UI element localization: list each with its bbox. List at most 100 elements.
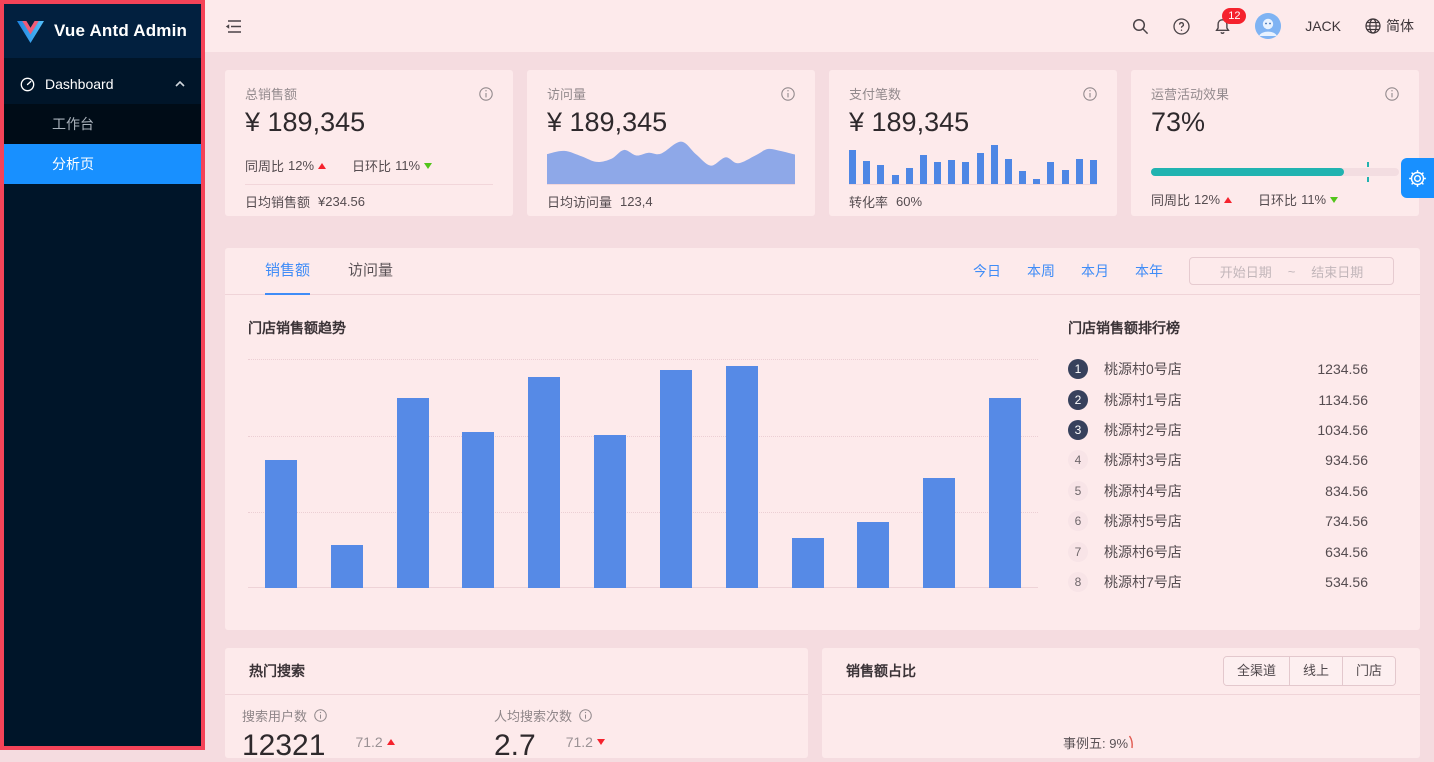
date-end-placeholder: 结束日期 bbox=[1311, 264, 1364, 280]
trend-down-icon bbox=[424, 162, 433, 169]
globe-icon bbox=[1365, 18, 1381, 34]
bar bbox=[264, 459, 297, 588]
username[interactable]: JACK bbox=[1305, 18, 1341, 34]
channel-online-button[interactable]: 线上 bbox=[1288, 657, 1342, 685]
stat-value: 2.7 bbox=[494, 729, 536, 762]
tab-visits[interactable]: 访问量 bbox=[348, 261, 394, 279]
rank-title: 门店销售额排行榜 bbox=[1068, 320, 1180, 336]
filter-today[interactable]: 今日 bbox=[973, 263, 1001, 279]
progress-target-marker bbox=[1366, 162, 1369, 167]
bar bbox=[923, 478, 956, 588]
card-title: 运营活动效果 bbox=[1151, 87, 1230, 102]
rank-row: 7 桃源村6号店 634.56 bbox=[1068, 536, 1368, 566]
channel-store-button[interactable]: 门店 bbox=[1341, 657, 1395, 685]
store-name: 桃源村3号店 bbox=[1104, 452, 1182, 469]
bar bbox=[857, 521, 890, 588]
sales-tabs-bar: 销售额 访问量 今日 本周 本月 本年 开始日期 ~ 结束日期 bbox=[225, 248, 1420, 295]
hot-search-panel: 热门搜索 搜索用户数 12321 71.2 人均搜索次数 bbox=[225, 648, 808, 762]
pie-label-line bbox=[1128, 735, 1133, 749]
mini-bar bbox=[962, 161, 970, 184]
card-footer-label: 转化率 bbox=[849, 195, 889, 210]
sidebar-item-workbench[interactable]: 工作台 bbox=[4, 104, 201, 144]
mini-bar bbox=[934, 161, 942, 184]
language-label: 简体 bbox=[1386, 18, 1414, 34]
date-start-placeholder: 开始日期 bbox=[1219, 264, 1272, 280]
mini-bar bbox=[1075, 158, 1083, 184]
rank-badge: 8 bbox=[1068, 571, 1088, 592]
stat-label: 人均搜索次数 bbox=[494, 709, 573, 724]
search-per-user-stat: 人均搜索次数 2.7 71.2 bbox=[494, 706, 605, 762]
filter-year[interactable]: 本年 bbox=[1135, 263, 1163, 279]
avatar[interactable] bbox=[1255, 13, 1282, 39]
rank-badge: 4 bbox=[1068, 450, 1088, 471]
settings-gear-button[interactable] bbox=[1401, 158, 1434, 198]
card-footer-label: 日均销售额 bbox=[245, 195, 311, 210]
mini-bar bbox=[1061, 170, 1069, 184]
trend-value: 12% bbox=[1194, 192, 1221, 207]
card-footer-label: 日均访问量 bbox=[547, 195, 613, 210]
mini-bar bbox=[1033, 179, 1041, 184]
card-title: 支付笔数 bbox=[849, 87, 902, 102]
rank-row: 5 桃源村4号店 834.56 bbox=[1068, 476, 1368, 506]
info-icon[interactable] bbox=[1385, 86, 1399, 101]
trend-value: 11% bbox=[1301, 192, 1327, 207]
stat-card-campaign: 运营活动效果 73% 同周比 12% 日环比 11% bbox=[1131, 70, 1419, 216]
menu-fold-icon[interactable] bbox=[225, 19, 242, 34]
search-users-stat: 搜索用户数 12321 71.2 bbox=[242, 706, 395, 762]
hot-search-title: 热门搜索 bbox=[249, 663, 305, 679]
trend-value: 11% bbox=[395, 158, 421, 173]
dashboard-submenu: 工作台 分析页 bbox=[4, 104, 201, 184]
mini-bar bbox=[919, 155, 927, 184]
dashboard-icon bbox=[20, 77, 35, 92]
bar bbox=[659, 370, 692, 588]
mini-bar bbox=[976, 152, 984, 184]
store-name: 桃源村2号店 bbox=[1104, 421, 1182, 438]
filter-month[interactable]: 本月 bbox=[1081, 263, 1109, 279]
app-logo[interactable]: Vue Antd Admin bbox=[4, 4, 201, 58]
store-value: 834.56 bbox=[1325, 482, 1368, 499]
sidebar-item-label: 分析页 bbox=[52, 156, 94, 172]
chevron-up-icon bbox=[175, 81, 185, 87]
store-name: 桃源村4号店 bbox=[1104, 482, 1182, 499]
info-icon[interactable] bbox=[781, 86, 795, 101]
date-range-picker[interactable]: 开始日期 ~ 结束日期 bbox=[1189, 257, 1394, 285]
rank-row: 1 桃源村0号店 1234.56 bbox=[1068, 354, 1368, 384]
sidebar: Vue Antd Admin Dashboard 工作台 分析页 bbox=[0, 0, 205, 750]
channel-all-button[interactable]: 全渠道 bbox=[1223, 657, 1289, 685]
help-icon[interactable] bbox=[1173, 17, 1190, 35]
rank-row: 3 桃源村2号店 1034.56 bbox=[1068, 415, 1368, 445]
app-title: Vue Antd Admin bbox=[54, 21, 188, 40]
bar bbox=[330, 544, 363, 588]
card-value: ¥ 189,345 bbox=[245, 107, 366, 137]
notification-bell-icon[interactable]: 12 bbox=[1214, 7, 1247, 35]
gear-icon bbox=[1408, 169, 1427, 188]
store-sales-bar-chart bbox=[248, 359, 1038, 588]
search-icon[interactable] bbox=[1132, 18, 1149, 35]
card-title: 总销售额 bbox=[245, 87, 298, 102]
info-icon[interactable] bbox=[579, 709, 592, 722]
rank-badge: 7 bbox=[1068, 541, 1088, 562]
card-footer-value: 60% bbox=[896, 194, 923, 209]
mini-bar bbox=[1004, 158, 1012, 184]
rank-row: 8 桃源村7号店 534.56 bbox=[1068, 567, 1368, 597]
store-value: 1134.56 bbox=[1318, 391, 1368, 408]
mini-bar bbox=[1047, 161, 1055, 184]
store-value: 1034.56 bbox=[1317, 421, 1368, 438]
tab-sales[interactable]: 销售额 bbox=[265, 248, 311, 295]
info-icon[interactable] bbox=[314, 709, 327, 722]
stat-value: 12321 bbox=[242, 729, 326, 762]
sidebar-item-label: 工作台 bbox=[52, 116, 94, 132]
sidebar-item-analysis[interactable]: 分析页 bbox=[4, 144, 201, 184]
sales-ratio-panel: 销售额占比 全渠道 线上 门店 事例五: 9% bbox=[822, 648, 1420, 758]
date-separator: ~ bbox=[1287, 263, 1296, 279]
language-switch[interactable]: 简体 bbox=[1365, 16, 1414, 36]
info-icon[interactable] bbox=[479, 86, 493, 101]
store-value: 934.56 bbox=[1325, 452, 1368, 469]
sidebar-item-dashboard[interactable]: Dashboard bbox=[4, 64, 201, 104]
info-icon[interactable] bbox=[1083, 86, 1097, 101]
trend-up-icon bbox=[386, 739, 395, 745]
rank-row: 2 桃源村1号店 1134.56 bbox=[1068, 384, 1368, 414]
store-name: 桃源村7号店 bbox=[1104, 573, 1182, 590]
filter-week[interactable]: 本周 bbox=[1027, 263, 1055, 279]
bar bbox=[462, 432, 495, 588]
